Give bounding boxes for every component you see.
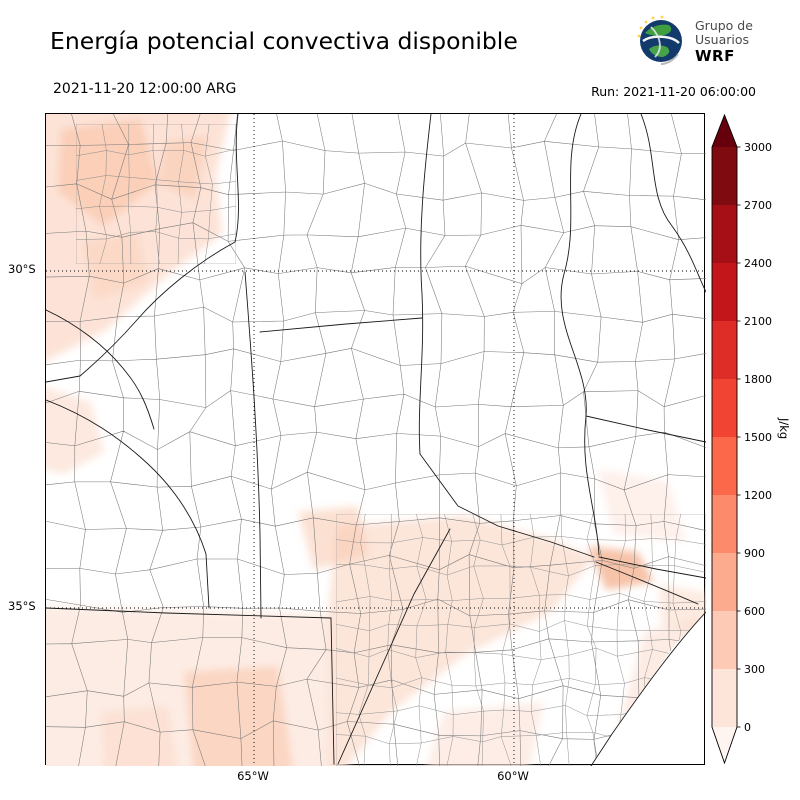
valid-time-label: 2021-11-20 12:00:00 ARG <box>53 81 237 97</box>
colorbar-tick-label: 900 <box>744 547 765 560</box>
colorbar-segment <box>712 379 737 438</box>
province-borders <box>46 114 706 766</box>
colorbar-tick-label: 3000 <box>744 141 772 154</box>
run-time-label: Run: 2021-11-20 06:00:00 <box>591 84 756 99</box>
colorbar: 3000 2700 2400 2100 1800 1500 1200 900 600 300 0 <box>710 113 794 765</box>
colorbar-under-arrow <box>712 727 737 763</box>
colorbar-tick-label: 2400 <box>744 257 772 270</box>
boundary-mesh-path <box>46 114 706 766</box>
boundary-mesh-path <box>336 514 706 766</box>
logo-text: Grupo de Usuarios WRF <box>695 17 753 65</box>
graticule <box>46 114 706 766</box>
department-boundaries <box>46 114 706 766</box>
wrf-logo: Grupo de Usuarios WRF <box>634 14 753 68</box>
globe-icon <box>637 15 682 65</box>
logo-org-line1: Grupo de <box>695 17 753 33</box>
colorbar-tick-label: 2700 <box>744 199 772 212</box>
department-boundaries-fine-nw <box>76 124 236 264</box>
colorbar-segment <box>712 321 737 380</box>
cape-shading <box>46 114 706 766</box>
colorbar-segment <box>712 205 737 264</box>
logo-wrf: WRF <box>695 46 735 65</box>
colorbar-tick-label: 1500 <box>744 431 772 444</box>
page-title: Energía potencial convectiva disponible <box>50 27 518 55</box>
map-canvas <box>46 114 706 766</box>
y-tick-30s: 30°S <box>8 262 36 276</box>
x-tick-60w: 60°W <box>497 769 529 783</box>
colorbar-segment <box>712 669 737 728</box>
logo-org-line2: Usuarios <box>695 32 750 48</box>
boundary-mesh-path <box>76 124 236 264</box>
colorbar-tick-label: 600 <box>744 605 765 618</box>
colorbar-tick-label: 0 <box>744 721 751 734</box>
colorbar-segment <box>712 147 737 206</box>
colorbar-tick-label: 300 <box>744 663 765 676</box>
colorbar-segment <box>712 553 737 612</box>
colorbar-over-arrow <box>712 115 737 147</box>
colorbar-segment <box>712 495 737 554</box>
map-panel <box>45 113 706 766</box>
y-tick-35s: 35°S <box>8 599 36 613</box>
colorbar-segment <box>712 611 737 670</box>
colorbar-units: J/kg <box>777 418 791 440</box>
colorbar-tick-label: 1200 <box>744 489 772 502</box>
department-boundaries-fine-ba <box>336 514 706 766</box>
colorbar-tick-label: 1800 <box>744 373 772 386</box>
colorbar-segment <box>712 263 737 322</box>
x-tick-65w: 65°W <box>237 769 269 783</box>
colorbar-tick-label: 2100 <box>744 315 772 328</box>
colorbar-segment <box>712 437 737 496</box>
